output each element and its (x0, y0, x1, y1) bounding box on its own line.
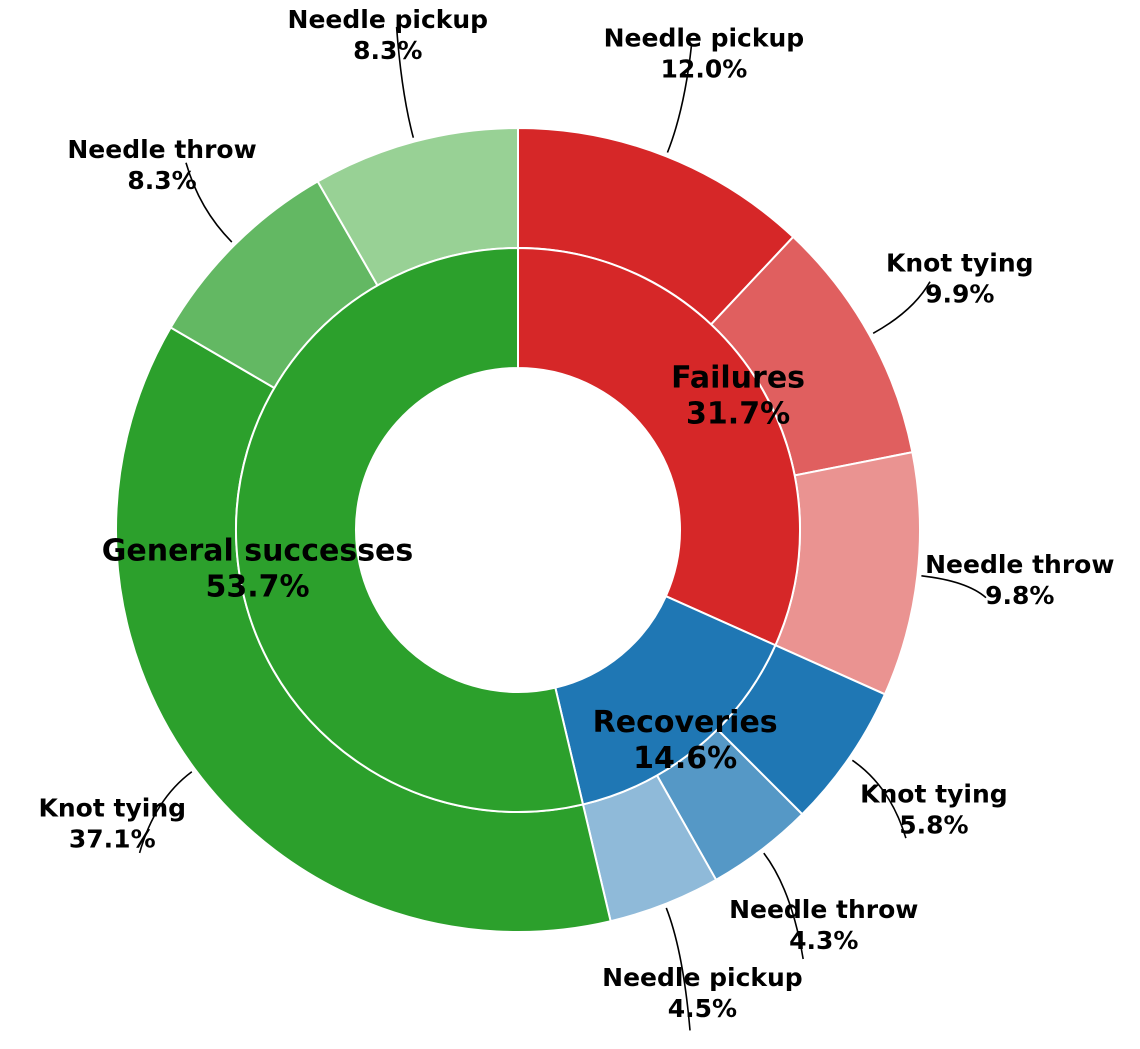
outer-label-failures-needle-throw-line: Needle throw (925, 550, 1114, 579)
outer-label-recoveries-knot-tying-line: Knot tying (860, 779, 1008, 808)
outer-label-failures-knot-tying-line: Knot tying (886, 248, 1034, 277)
inner-label-recoveries: Recoveries 14.6% (593, 705, 778, 776)
inner-label-failures: Failures 31.7% (671, 360, 805, 431)
leader-line (665, 907, 691, 1031)
leader-line (666, 46, 693, 153)
inner-slice-failures (517, 246, 801, 647)
inner-label-general-successes: General successes 53.7% (102, 533, 413, 604)
outer-label-recoveries-needle-pickup: Needle pickup 4.5% (602, 963, 803, 1023)
outer-label-general-successes-knot-tying: Knot tying 37.1% (39, 794, 187, 854)
inner-labels: Failures 31.7% Recoveries 14.6% General succ… (102, 360, 805, 776)
leader-line (851, 759, 907, 839)
outer-label-general-successes-needle-throw: Needle throw 8.3% (67, 135, 256, 195)
leader-lines (138, 26, 987, 1031)
outer-label-recoveries-needle-pickup-line: Needle pickup (602, 963, 803, 992)
inner-label-general-successes-line: General successes (102, 533, 413, 568)
outer-label-failures-knot-tying: Knot tying 9.9% (886, 248, 1034, 308)
leader-line (185, 162, 233, 243)
outer-ring (115, 126, 921, 933)
inner-label-recoveries-line: Recoveries (593, 705, 778, 740)
outer-label-recoveries-needle-throw-line: 4.3% (789, 926, 858, 955)
outer-label-general-successes-needle-pickup-line: Needle pickup (288, 5, 489, 34)
outer-labels: Needle pickup 12.0%Knot tying 9.9%Needle t… (39, 5, 1115, 1023)
outer-label-recoveries-knot-tying-line: 5.8% (899, 810, 968, 839)
outer-label-recoveries-needle-throw-line: Needle throw (729, 895, 918, 924)
outer-label-general-successes-knot-tying-line: Knot tying (39, 794, 187, 823)
outer-label-general-successes-knot-tying-line: 37.1% (69, 825, 156, 854)
leader-line (921, 575, 987, 599)
inner-slice-general-successes (235, 246, 585, 813)
outer-label-failures-needle-pickup-line: Needle pickup (604, 23, 805, 52)
inner-label-general-successes-line: 53.7% (205, 569, 309, 604)
outer-label-failures-needle-throw-line: 9.8% (985, 581, 1054, 610)
inner-label-failures-line: Failures (671, 360, 805, 395)
outer-label-recoveries-needle-throw: Needle throw 4.3% (729, 895, 918, 955)
outer-label-failures-needle-pickup-line: 12.0% (661, 54, 748, 83)
leader-line (872, 281, 931, 334)
leader-line (138, 771, 193, 854)
outer-label-general-successes-needle-pickup-line: 8.3% (353, 36, 422, 65)
inner-label-recoveries-line: 14.6% (633, 741, 737, 776)
leader-line (763, 852, 804, 960)
inner-ring (235, 246, 801, 813)
leader-line (395, 26, 415, 138)
outer-label-general-successes-needle-pickup: Needle pickup 8.3% (288, 5, 489, 65)
inner-label-failures-line: 31.7% (686, 396, 790, 431)
outer-label-failures-needle-pickup: Needle pickup 12.0% (604, 23, 805, 83)
outer-label-failures-knot-tying-line: 9.9% (925, 279, 994, 308)
outer-label-recoveries-needle-pickup-line: 4.5% (668, 994, 737, 1023)
outer-label-failures-needle-throw: Needle throw 9.8% (925, 550, 1114, 610)
outer-label-general-successes-needle-throw-line: 8.3% (127, 166, 196, 195)
outer-label-general-successes-needle-throw-line: Needle throw (67, 135, 256, 164)
outer-label-recoveries-knot-tying: Knot tying 5.8% (860, 779, 1008, 839)
